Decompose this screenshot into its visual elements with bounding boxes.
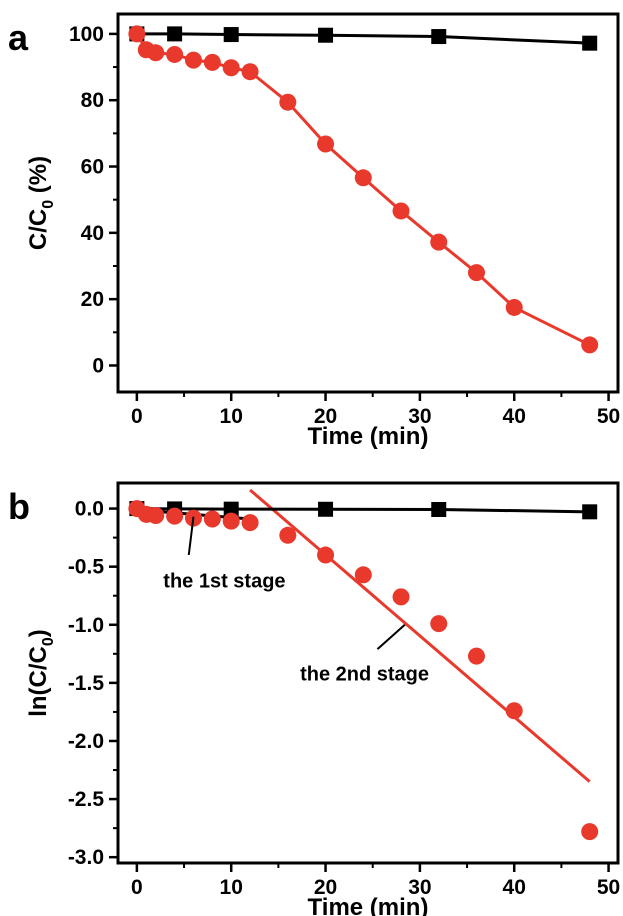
series-line bbox=[136, 507, 590, 514]
data-point-circle bbox=[354, 566, 372, 584]
data-point-circle bbox=[392, 202, 410, 220]
plot-frame bbox=[116, 12, 620, 394]
x-axis-title: Time (min) bbox=[308, 423, 429, 450]
x-axis-title: Time (min) bbox=[308, 894, 429, 916]
data-point-circle bbox=[279, 93, 297, 111]
plot-frame bbox=[116, 481, 620, 865]
panel-label: b bbox=[8, 486, 30, 527]
data-point-circle bbox=[147, 507, 165, 525]
annotation-pointer bbox=[187, 516, 195, 556]
data-point-circle bbox=[128, 25, 146, 43]
data-point-square bbox=[431, 29, 447, 45]
x-tick-label: 0 bbox=[131, 876, 143, 899]
data-point-square bbox=[223, 27, 239, 43]
y-tick-label: -2.5 bbox=[68, 788, 105, 811]
y-tick-label: 60 bbox=[81, 156, 104, 179]
panel-b: 0 10 20 30 40 50 0.0 -0.5 -1.0 -1.5 -2.0 -2.5 -3.0 Ti… bbox=[8, 481, 620, 916]
y-tick-label: -2.0 bbox=[68, 730, 104, 753]
data-point-square bbox=[223, 501, 239, 517]
data-point-circle bbox=[317, 546, 335, 564]
y-tick-label: 40 bbox=[81, 222, 104, 245]
data-point-circle bbox=[222, 59, 240, 77]
data-point-circle bbox=[241, 63, 259, 81]
data-point-square bbox=[582, 504, 598, 520]
data-point-circle bbox=[430, 233, 448, 251]
annotation-label: the 1st stage bbox=[163, 571, 285, 593]
x-tick-label: 20 bbox=[314, 405, 337, 428]
x-tick-label: 30 bbox=[408, 405, 431, 428]
x-tick-label: 50 bbox=[597, 405, 620, 428]
y-tick-label: -1.5 bbox=[68, 672, 105, 695]
data-point-circle bbox=[354, 169, 372, 187]
data-point-circle bbox=[203, 53, 221, 71]
y-tick-label: 0 bbox=[92, 354, 104, 377]
data-point-square bbox=[431, 501, 447, 517]
data-point-circle bbox=[581, 823, 599, 841]
data-point-circle bbox=[184, 51, 202, 69]
y-axis-title: C/C0 (%) bbox=[25, 156, 57, 250]
panel-a: 0 10 20 30 40 50 0 20 40 60 80 100 Time (min) C/C0 (%… bbox=[8, 12, 620, 450]
x-tick-label: 50 bbox=[597, 876, 620, 899]
y-axis-title: ln(C/C0) bbox=[25, 629, 57, 717]
x-tick-label: 40 bbox=[503, 876, 526, 899]
y-tick-label: 20 bbox=[81, 288, 104, 311]
annotation-label: the 2nd stage bbox=[300, 664, 429, 686]
annotation-pointer bbox=[376, 624, 406, 650]
data-point-circle bbox=[166, 45, 184, 63]
y-tick-label: 80 bbox=[81, 89, 104, 112]
data-point-square bbox=[167, 26, 183, 42]
fit-line bbox=[249, 488, 591, 783]
y-tick-label: -0.5 bbox=[68, 556, 105, 579]
x-tick-label: 0 bbox=[131, 405, 143, 428]
data-point-circle bbox=[505, 702, 523, 720]
data-point-circle bbox=[147, 44, 165, 62]
x-tick-label: 10 bbox=[220, 405, 243, 428]
data-point-circle bbox=[317, 135, 335, 153]
data-point-circle bbox=[166, 507, 184, 525]
data-point-square bbox=[318, 27, 334, 43]
y-tick-label: -3.0 bbox=[68, 846, 104, 869]
y-tick-label: 0.0 bbox=[75, 498, 104, 521]
x-tick-label: 10 bbox=[220, 876, 243, 899]
data-point-circle bbox=[467, 264, 485, 282]
data-point-circle bbox=[241, 514, 259, 532]
data-point-circle bbox=[581, 336, 599, 354]
data-point-circle bbox=[392, 588, 410, 606]
data-point-circle bbox=[203, 510, 221, 528]
series-line bbox=[135, 33, 591, 347]
panel-label: a bbox=[8, 17, 29, 58]
data-point-circle bbox=[467, 647, 485, 665]
series-line bbox=[136, 32, 590, 45]
x-tick-label: 30 bbox=[408, 876, 431, 899]
x-tick-label: 20 bbox=[314, 876, 337, 899]
y-tick-label: -1.0 bbox=[68, 614, 104, 637]
data-point-circle bbox=[430, 615, 448, 633]
data-point-square bbox=[318, 501, 334, 517]
data-point-circle bbox=[279, 526, 297, 544]
y-tick-label: 100 bbox=[69, 23, 104, 46]
data-point-square bbox=[582, 35, 598, 51]
data-point-circle bbox=[222, 512, 240, 530]
x-tick-label: 40 bbox=[503, 405, 526, 428]
data-point-circle bbox=[505, 298, 523, 316]
